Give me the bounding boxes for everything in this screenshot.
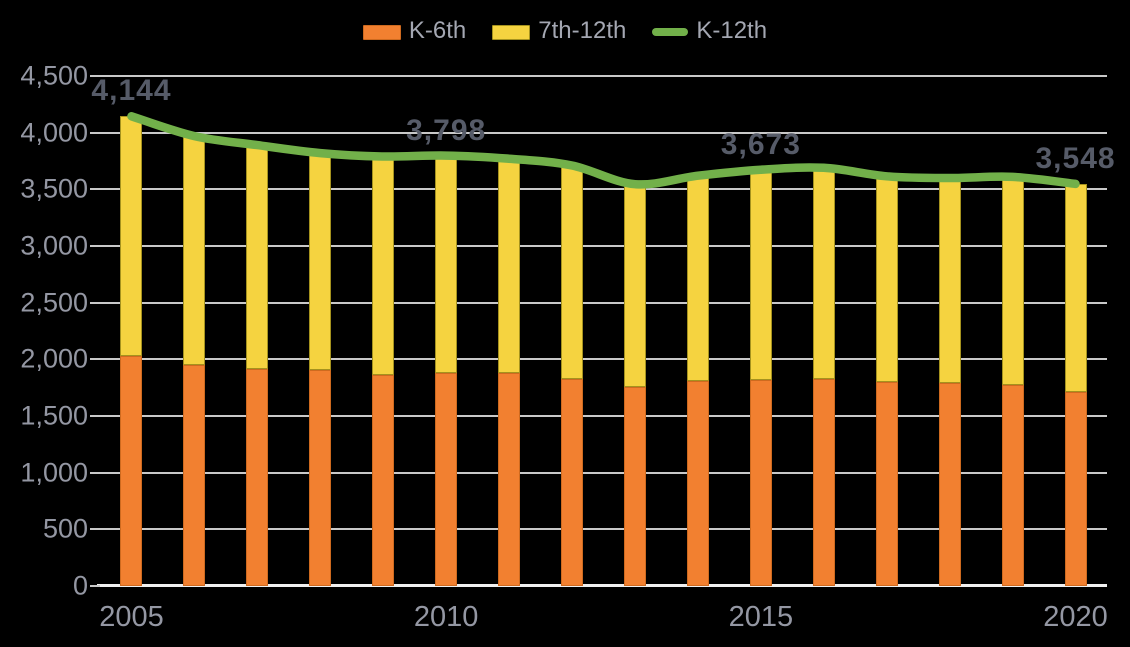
bar-k-6th-2015 [749, 379, 772, 586]
k-12th-trend-line [127, 112, 1080, 189]
y-axis-label: 0 [72, 570, 88, 601]
y-axis-tick [90, 131, 100, 134]
gridline-2500 [100, 301, 1107, 304]
gridline-3000 [100, 245, 1107, 247]
gridline-3500 [100, 188, 1107, 191]
bar-swatch-icon [492, 24, 531, 40]
x-axis-label-2010: 2010 [413, 601, 479, 633]
y-axis-tick [90, 585, 100, 587]
y-axis-label: 4,500 [20, 60, 88, 91]
bar-k-6th-2014 [686, 380, 709, 586]
gridline-2000 [100, 358, 1107, 361]
bar-k-6th-2011 [498, 372, 521, 586]
gridline-4500 [100, 75, 1107, 77]
bar-k-6th-2016 [812, 379, 835, 586]
bar-k-6th-2012 [561, 378, 584, 586]
legend-item-k-12th: K-12th [652, 17, 768, 44]
bar-k-6th-2006 [183, 365, 206, 586]
bar-k-6th-2017 [875, 382, 898, 586]
legend-item-7th-12th: 7th-12th [492, 17, 627, 44]
gridline-1500 [100, 415, 1107, 417]
y-axis-tick [90, 358, 100, 361]
y-axis-label: 2,500 [20, 287, 88, 318]
gridline-1000 [100, 471, 1107, 474]
data-label-2010: 3,798 [406, 113, 487, 147]
bar-k-6th-2020 [1064, 392, 1087, 586]
y-axis-tick [90, 471, 100, 474]
y-axis-tick [90, 415, 100, 417]
bar-k-6th-2018 [938, 383, 961, 586]
y-axis-tick [90, 245, 100, 247]
y-axis-tick [90, 188, 100, 191]
x-axis-label-2015: 2015 [728, 601, 794, 633]
legend-label: K-6th [408, 17, 467, 44]
legend-item-k-6th: K-6th [362, 17, 467, 44]
y-axis-tick [90, 528, 100, 531]
bar-k-6th-2008 [309, 369, 332, 586]
line-swatch-icon [652, 28, 689, 36]
bar-k-6th-2013 [623, 386, 646, 586]
y-axis-label: 3,000 [20, 230, 88, 261]
y-axis-label: 500 [42, 513, 88, 544]
bar-k-6th-2010 [435, 372, 458, 586]
y-axis-label: 1,000 [20, 457, 88, 488]
y-axis-label: 3,500 [20, 173, 88, 204]
y-axis-tick [90, 301, 100, 304]
x-axis-label-2020: 2020 [1043, 601, 1108, 633]
data-label-2020: 3,548 [1035, 141, 1116, 175]
bar-k-6th-2009 [372, 374, 395, 586]
data-label-2005: 4,144 [91, 74, 172, 108]
bar-k-6th-2019 [1001, 384, 1024, 586]
plot-area: 4,144 3,798 3,673 3,548 [90, 75, 1115, 587]
x-axis-line [97, 584, 1107, 587]
x-axis-label-2005: 2005 [99, 601, 164, 633]
legend-label: K-12th [696, 17, 768, 44]
y-axis-label: 4,000 [20, 117, 88, 148]
data-label-2015: 3,673 [720, 127, 801, 161]
gridline-500 [100, 528, 1107, 531]
y-axis-label: 2,000 [20, 343, 88, 374]
y-axis-tick [90, 75, 100, 77]
gridline-4000 [100, 131, 1107, 134]
bar-k-6th-2007 [246, 368, 269, 586]
legend-label: 7th-12th [538, 17, 627, 44]
bar-swatch-icon [362, 24, 401, 40]
y-axis-label: 1,500 [20, 400, 88, 431]
chart-legend: K-6th 7th-12th K-12th [0, 14, 1130, 50]
bar-k-6th-2005 [120, 355, 143, 586]
